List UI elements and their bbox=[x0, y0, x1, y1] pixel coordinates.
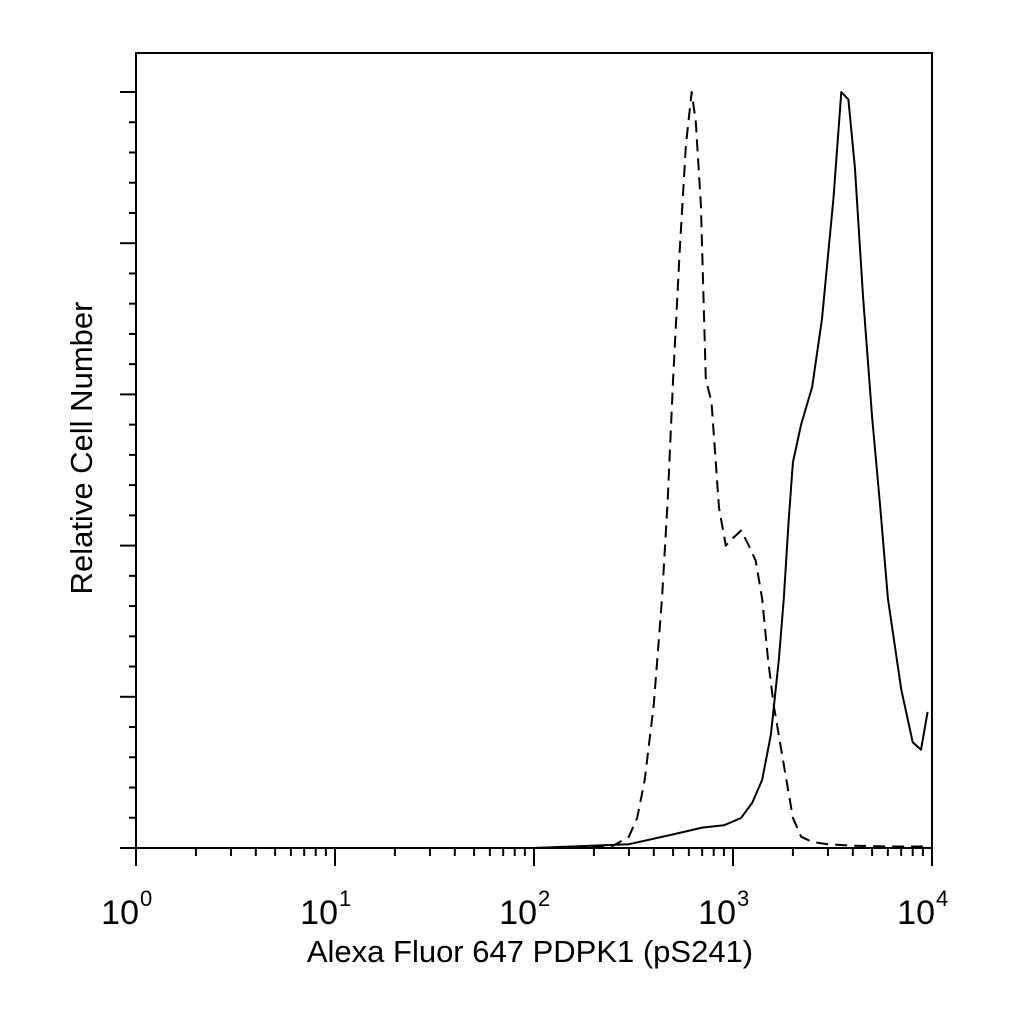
y-axis-title: Relative Cell Number bbox=[64, 302, 99, 595]
x-tick-label-exponent: 0 bbox=[140, 886, 152, 911]
x-tick-label-exponent: 3 bbox=[737, 886, 749, 911]
x-axis-tick-labels: 10 0 10 1 10 2 10 3 10 4 bbox=[101, 886, 948, 932]
x-tick-label-base: 10 bbox=[897, 894, 935, 932]
plot-frame bbox=[135, 52, 933, 849]
x-tick-label-exponent: 2 bbox=[538, 886, 550, 911]
x-tick-label: 10 2 bbox=[499, 886, 550, 932]
x-axis-ticks bbox=[135, 848, 933, 866]
x-tick-label-base: 10 bbox=[300, 894, 338, 932]
x-tick-label: 10 0 bbox=[101, 886, 152, 932]
x-tick-label-base: 10 bbox=[698, 894, 736, 932]
dashed-histogram-line bbox=[136, 91, 923, 849]
x-axis-title: Alexa Fluor 647 PDPK1 (pS241) bbox=[307, 934, 753, 969]
x-tick-label: 10 3 bbox=[698, 886, 749, 932]
x-tick-label: 10 4 bbox=[897, 886, 948, 932]
x-tick-label-exponent: 4 bbox=[936, 886, 948, 911]
x-tick-label: 10 1 bbox=[300, 886, 351, 932]
series-layer bbox=[136, 91, 929, 849]
solid-histogram-line bbox=[136, 91, 929, 849]
x-tick-label-base: 10 bbox=[101, 894, 139, 932]
x-tick-label-exponent: 1 bbox=[339, 886, 351, 911]
y-axis-ticks bbox=[120, 91, 136, 849]
x-tick-label-base: 10 bbox=[499, 894, 537, 932]
